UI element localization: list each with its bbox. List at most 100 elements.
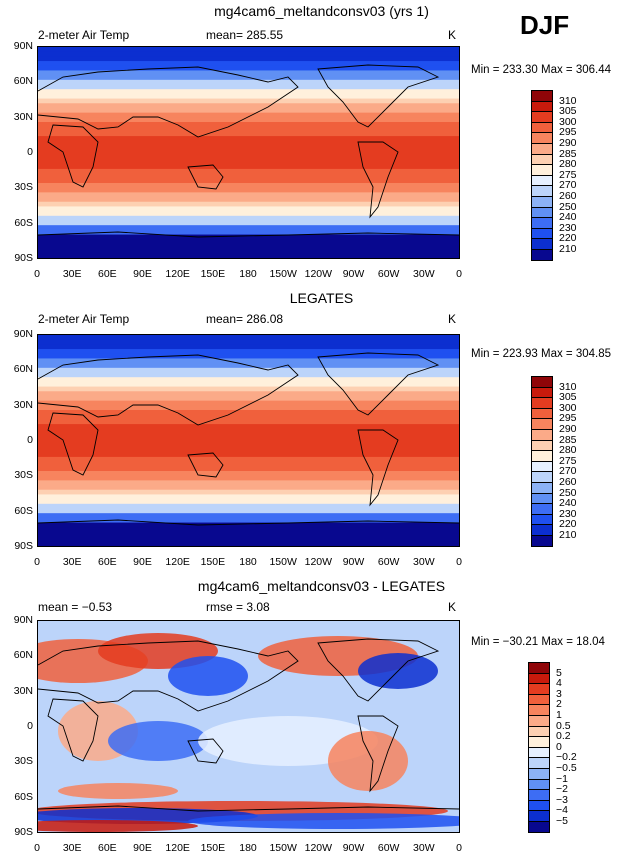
panel2-colorbar-label: 275 <box>559 454 577 467</box>
panel1-colorbar-label: 290 <box>559 137 577 149</box>
panel3-title: mg4cam6_meltandconsv03 - LEGATES <box>197 578 446 594</box>
coastline <box>38 354 299 426</box>
panel2-minmax: Min = 223.93 Max = 304.85 <box>471 348 612 360</box>
panel1-lon-tick-0: 0 <box>34 268 40 280</box>
panel1-colorbar-label: 275 <box>559 168 577 181</box>
field-band <box>38 51 459 57</box>
panel1-lat-tick-5: 60S <box>14 216 33 229</box>
coastline <box>47 412 99 476</box>
panel1-colorbar-label: 300 <box>559 115 577 128</box>
panel1-lat-tick-0: 90N <box>13 40 33 52</box>
panel2-mean-label: mean= 286.08 <box>206 312 284 326</box>
field-band <box>38 405 459 411</box>
panel2-colorbar-label: 220 <box>559 518 577 531</box>
panel2-lon-tick-7: 150W <box>269 556 297 568</box>
panel1-variable-label: 2-meter Air Temp <box>38 28 130 42</box>
field-band <box>38 485 459 491</box>
panel1-colorbar-label: 260 <box>559 190 577 202</box>
panel2-lon-tick-12: 0 <box>456 556 462 568</box>
field-band <box>38 117 459 123</box>
field-band <box>38 192 459 198</box>
panel3-difference-field <box>38 621 459 832</box>
season-label: DJF <box>520 10 570 40</box>
panel1-lat-tick-6: 90S <box>14 252 33 264</box>
field-band <box>38 344 459 350</box>
panel2-colorbar-box <box>531 535 553 547</box>
field-band <box>38 122 459 128</box>
panel2-colorbar-label: 280 <box>559 444 577 457</box>
field-band <box>38 201 459 208</box>
field-band <box>38 229 459 236</box>
panel2-lon-tick-6: 180 <box>239 556 257 568</box>
field-blob <box>168 656 248 696</box>
panel1-colorbar-label: 250 <box>559 200 577 213</box>
field-band <box>38 103 459 109</box>
field-band <box>38 145 459 151</box>
panel3-colorbar-label: 3 <box>556 687 562 700</box>
field-band <box>38 93 459 100</box>
field-band <box>38 508 459 514</box>
panel2-lon-tick-5: 150E <box>200 556 226 568</box>
panel3-rmse-label: rmse = 3.08 <box>206 600 270 614</box>
field-band <box>38 424 459 430</box>
field-band <box>38 173 459 179</box>
field-band <box>38 447 459 453</box>
field-band <box>38 513 459 519</box>
field-band <box>38 182 459 189</box>
panel1-colorbar-label: 270 <box>559 179 577 192</box>
field-band <box>38 178 459 184</box>
panel1-lon-tick-3: 90E <box>133 268 152 280</box>
field-band <box>38 522 459 528</box>
panel1-colorbar-box <box>531 249 553 261</box>
panel3-map <box>37 620 460 833</box>
panel2-lon-tick-11: 30W <box>413 556 435 568</box>
panel2-lon-tick-8: 120W <box>304 556 333 568</box>
panel1-colorbar-label: 240 <box>559 211 577 224</box>
panel2-lat-tick-4: 30S <box>14 469 33 482</box>
field-blob <box>58 783 178 799</box>
panel2-lat-tick-1: 60N <box>13 363 33 376</box>
panel2-temperature-field <box>38 335 459 546</box>
field-band <box>38 150 459 156</box>
field-band <box>38 442 459 449</box>
panel1-lon-tick-4: 120E <box>165 268 190 280</box>
panel3-lon-tick-11: 30W <box>413 842 435 854</box>
panel1-colorbar-label: 280 <box>559 158 577 171</box>
field-band <box>38 197 459 203</box>
panel1-colorbar-label: 295 <box>559 126 577 139</box>
panel3-lon-tick-9: 90W <box>342 842 365 854</box>
panel2-lat-tick-5: 60S <box>14 504 33 517</box>
panel2-lon-tick-3: 90E <box>133 556 152 568</box>
field-band <box>38 353 459 360</box>
field-band <box>38 391 459 397</box>
field-band <box>38 112 459 118</box>
panel2-map <box>37 334 460 547</box>
panel1-title: mg4cam6_meltandconsv03 (yrs 1) <box>214 3 429 19</box>
field-band <box>38 225 459 231</box>
field-blob <box>188 813 459 829</box>
field-band <box>38 248 459 254</box>
field-band <box>38 220 459 226</box>
field-band <box>38 433 459 439</box>
panel2-lon-tick-9: 90W <box>342 556 365 568</box>
field-band <box>38 452 459 458</box>
field-band <box>38 428 459 435</box>
field-band <box>38 372 459 378</box>
field-band <box>38 253 459 258</box>
field-band <box>38 206 459 212</box>
coastline <box>38 231 459 238</box>
panel1-lat-tick-3: 0 <box>27 146 33 158</box>
field-band <box>38 164 459 170</box>
panel3-lat-tick-6: 90S <box>14 826 33 838</box>
panel1-mean-label: mean= 285.55 <box>206 28 284 42</box>
field-band <box>38 168 459 175</box>
field-band <box>38 56 459 62</box>
field-band <box>38 187 459 193</box>
field-band <box>38 47 459 53</box>
panel3-lon-tick-6: 180 <box>239 842 257 854</box>
panel3-lat-tick-4: 30S <box>14 755 33 768</box>
field-band <box>38 239 459 245</box>
panel3-lon-tick-3: 90E <box>133 842 152 854</box>
panel1-lat-tick-1: 60N <box>13 75 33 88</box>
field-band <box>38 84 459 90</box>
